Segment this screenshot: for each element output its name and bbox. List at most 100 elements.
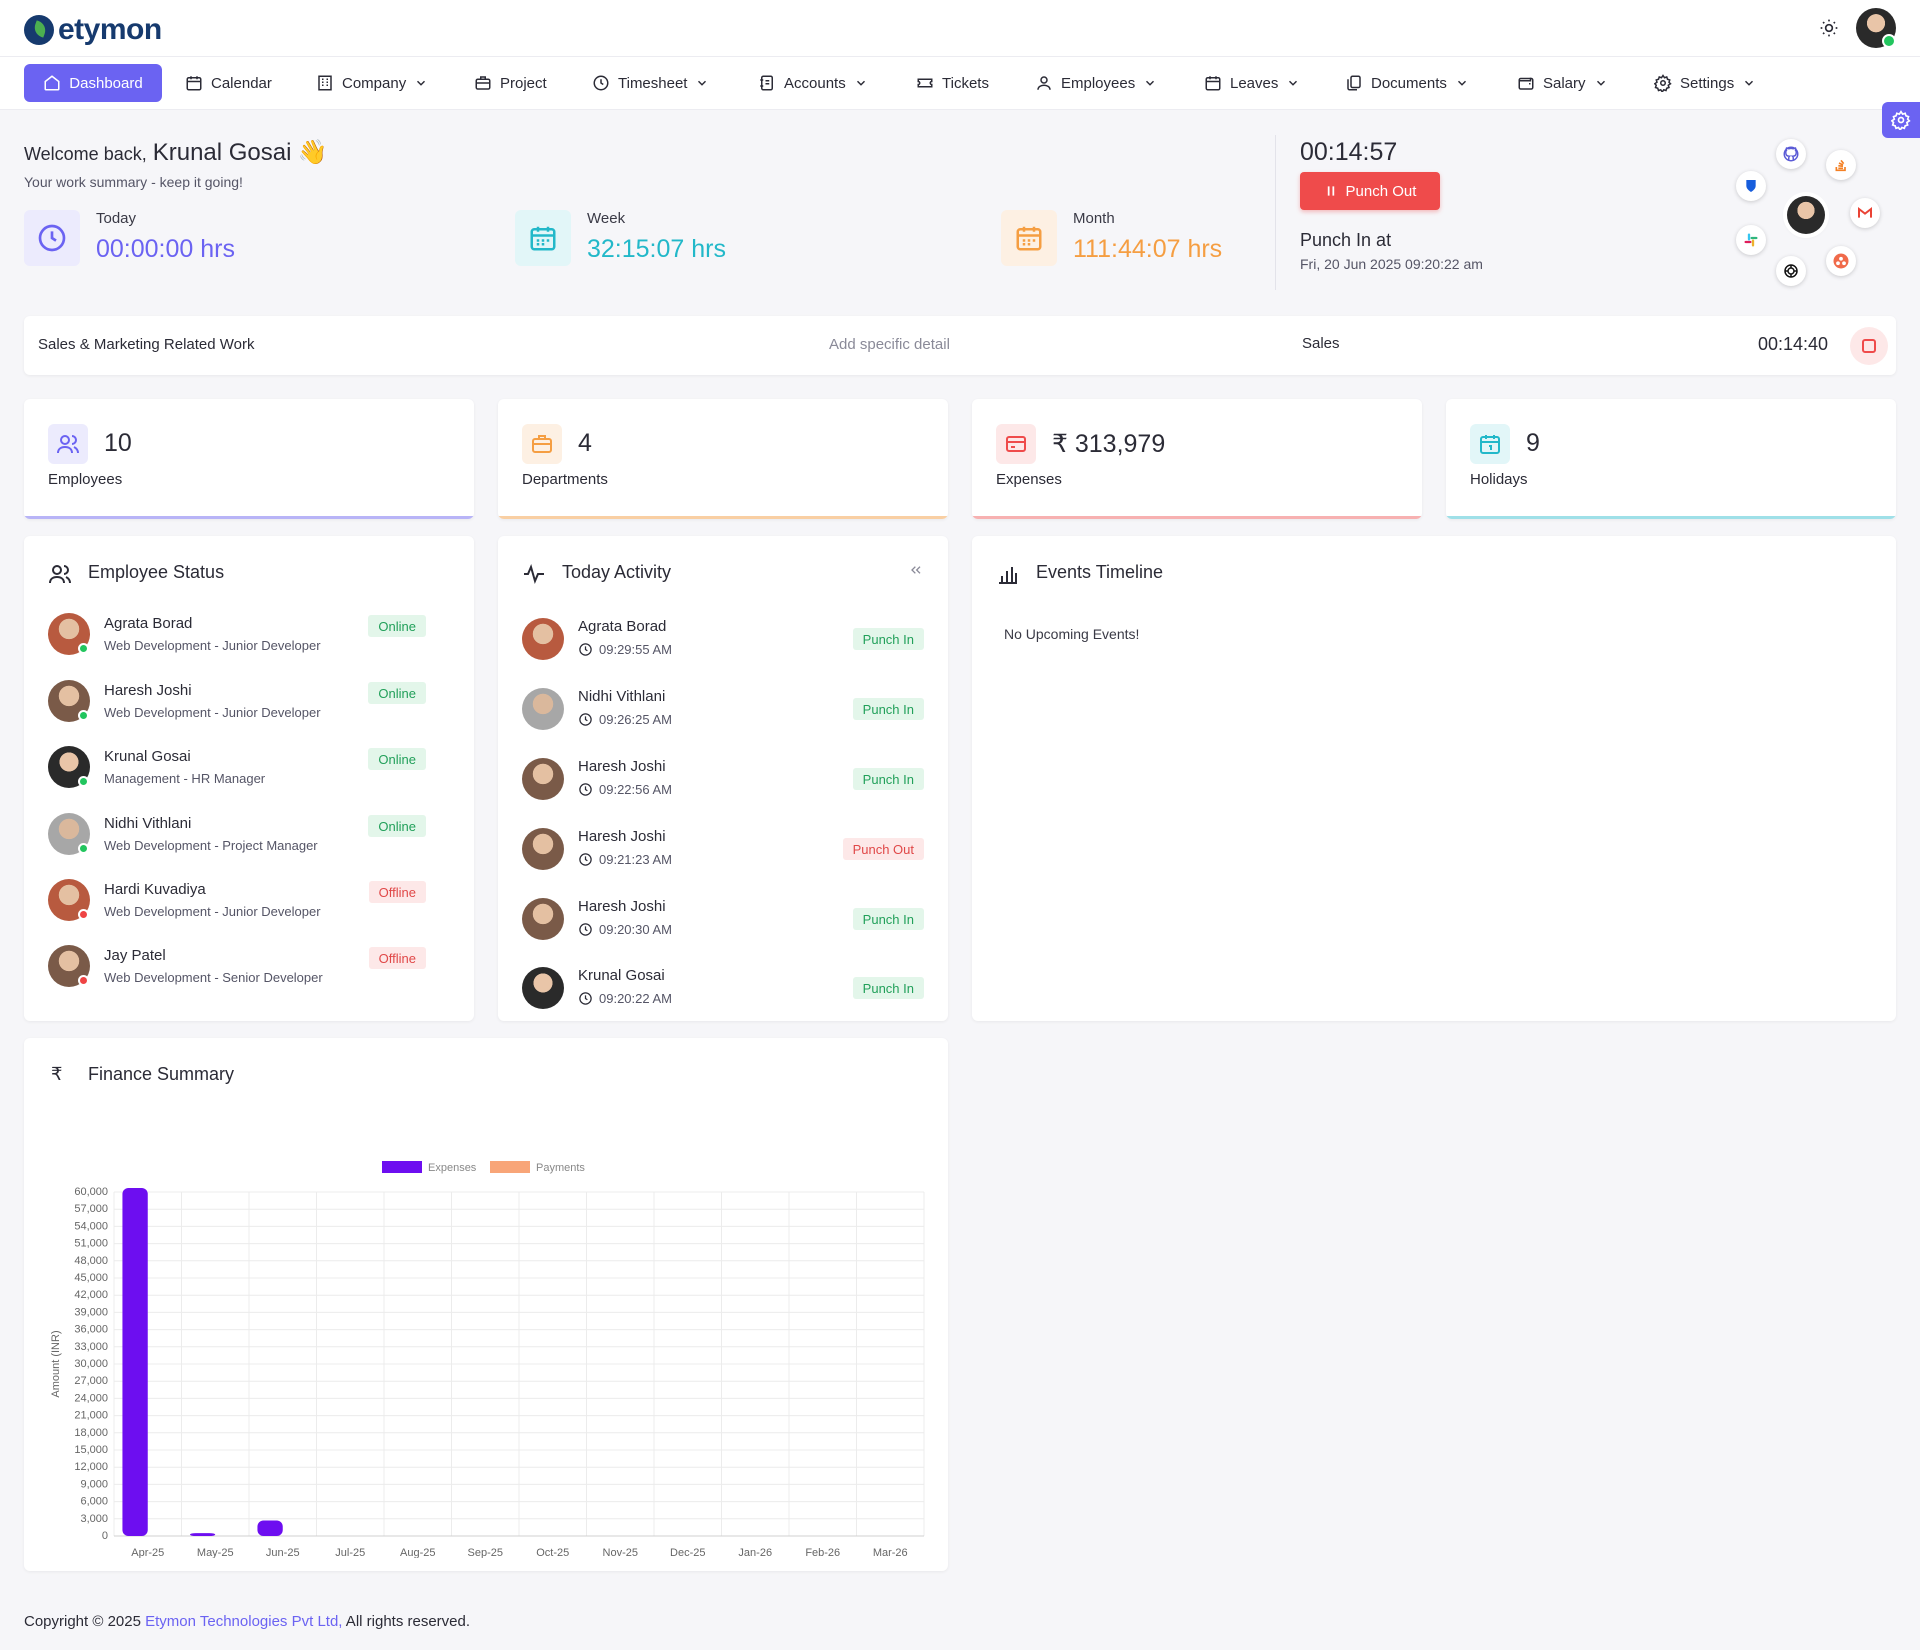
company-link[interactable]: Etymon Technologies Pvt Ltd, <box>145 1613 343 1630</box>
today-activity-panel: Today Activity Agrata Borad 09:29:55 AM … <box>498 536 948 1021</box>
list-item[interactable]: Haresh Joshi 09:22:56 AM Punch In <box>522 758 924 808</box>
employee-name: Hardi Kuvadiya <box>104 881 206 898</box>
y-tick-label: 57,000 <box>74 1203 108 1215</box>
work-category[interactable]: Sales <box>1302 335 1340 352</box>
events-timeline-panel: Events Timeline No Upcoming Events! <box>972 536 1896 1021</box>
time-text: 09:21:23 AM <box>599 852 672 867</box>
stop-timer-button[interactable] <box>1850 327 1888 365</box>
openai-icon[interactable] <box>1776 256 1806 286</box>
offline-dot <box>78 975 89 986</box>
y-tick-label: 3,000 <box>80 1513 108 1525</box>
empty-events-message: No Upcoming Events! <box>1004 626 1140 642</box>
y-tick-label: 24,000 <box>74 1392 108 1404</box>
floating-settings-button[interactable] <box>1882 102 1920 138</box>
card-expenses[interactable]: ₹ 313,979 Expenses <box>972 399 1422 519</box>
nav-documents[interactable]: Documents <box>1335 64 1479 102</box>
list-item[interactable]: Nidhi Vithlani 09:26:25 AM Punch In <box>522 688 924 738</box>
nav-timesheet[interactable]: Timesheet <box>582 64 719 102</box>
nav-label: Tickets <box>942 74 989 92</box>
nav-label: Employees <box>1061 74 1136 92</box>
online-dot <box>78 710 89 721</box>
logo[interactable]: etymon <box>24 13 162 47</box>
list-item[interactable]: Haresh Joshi 09:21:23 AM Punch Out <box>522 828 924 878</box>
ticket-icon <box>917 78 933 88</box>
briefcase-icon <box>522 424 562 464</box>
stat-label: Today <box>96 210 137 227</box>
punch-out-button[interactable]: Punch Out <box>1300 172 1440 210</box>
departments-count: 4 <box>578 429 592 457</box>
holidays-label: Holidays <box>1470 471 1528 488</box>
work-detail-input[interactable]: Add specific detail <box>829 336 950 353</box>
nav-settings[interactable]: Settings <box>1644 64 1766 102</box>
activity-time: 09:26:25 AM <box>578 712 672 727</box>
collapse-chevrons-icon[interactable] <box>908 562 924 578</box>
welcome-subtitle: Your work summary - keep it going! <box>24 174 243 190</box>
avatar <box>522 618 564 660</box>
nav-accounts[interactable]: Accounts <box>748 64 878 102</box>
x-tick-label: Nov-25 <box>603 1547 638 1558</box>
x-tick-label: May-25 <box>197 1547 234 1558</box>
activity-time: 09:20:30 AM <box>578 922 672 937</box>
list-item[interactable]: Nidhi Vithlani Web Development - Project… <box>48 813 450 863</box>
footer-rights: All rights reserved. <box>342 1613 471 1630</box>
card-accent <box>24 516 474 519</box>
time-text: 09:20:22 AM <box>599 991 672 1006</box>
center-user-avatar[interactable] <box>1787 196 1825 234</box>
stat-value: 111:44:07 hrs <box>1073 235 1223 263</box>
activity-name: Haresh Joshi <box>578 758 666 775</box>
work-task[interactable]: Sales & Marketing Related Work <box>38 336 255 353</box>
calendar-icon <box>1001 210 1057 266</box>
nav-dashboard[interactable]: Dashboard <box>24 64 162 102</box>
activity-time: 09:20:22 AM <box>578 991 672 1006</box>
x-tick-label: Jul-25 <box>335 1547 365 1558</box>
list-item[interactable]: Agrata Borad Web Development - Junior De… <box>48 613 450 663</box>
user-avatar[interactable] <box>1856 8 1896 48</box>
nav-project[interactable]: Project <box>464 64 557 102</box>
y-tick-label: 39,000 <box>74 1306 108 1318</box>
activity-name: Haresh Joshi <box>578 828 666 845</box>
bar-expenses <box>257 1520 283 1536</box>
status-badge: Online <box>368 748 426 770</box>
stop-icon <box>1862 339 1876 353</box>
list-item[interactable]: Jay Patel Web Development - Senior Devel… <box>48 945 450 995</box>
calendar-icon <box>1470 424 1510 464</box>
card-departments[interactable]: 4 Departments <box>498 399 948 519</box>
gmail-icon[interactable] <box>1850 198 1880 228</box>
employee-name: Agrata Borad <box>104 615 193 632</box>
home-icon <box>44 75 60 91</box>
theme-toggle-sun-icon[interactable] <box>1817 16 1841 40</box>
clock-icon <box>579 853 592 866</box>
nav-leaves[interactable]: Leaves <box>1194 64 1310 102</box>
y-tick-label: 9,000 <box>80 1478 108 1490</box>
asana-icon[interactable] <box>1826 246 1856 276</box>
y-tick-label: 12,000 <box>74 1461 108 1473</box>
list-item[interactable]: Krunal Gosai 09:20:22 AM Punch In <box>522 967 924 1017</box>
avatar <box>522 688 564 730</box>
nav-company[interactable]: Company <box>306 64 438 102</box>
slack-icon[interactable] <box>1736 225 1766 255</box>
punch-in-time: Fri, 20 Jun 2025 09:20:22 am <box>1300 256 1483 272</box>
action-badge: Punch In <box>852 628 924 650</box>
card-holidays[interactable]: 9 Holidays <box>1446 399 1896 519</box>
stackoverflow-icon[interactable] <box>1826 150 1856 180</box>
nav-tickets[interactable]: Tickets <box>906 64 999 102</box>
nav-employees[interactable]: Employees <box>1025 64 1167 102</box>
list-item[interactable]: Krunal Gosai Management - HR Manager Onl… <box>48 746 450 796</box>
card-employees[interactable]: 10 Employees <box>24 399 474 519</box>
list-item[interactable]: Haresh Joshi Web Development - Junior De… <box>48 680 450 730</box>
github-icon[interactable] <box>1776 139 1806 169</box>
list-item[interactable]: Agrata Borad 09:29:55 AM Punch In <box>522 618 924 668</box>
card-accent <box>972 516 1422 519</box>
nav-salary[interactable]: Salary <box>1507 64 1618 102</box>
bitwarden-icon[interactable] <box>1736 171 1766 201</box>
x-tick-label: Mar-26 <box>873 1547 908 1558</box>
clock-icon <box>579 783 592 796</box>
nav-calendar[interactable]: Calendar <box>175 64 282 102</box>
wave-icon: 👋 <box>297 139 328 166</box>
x-tick-label: Aug-25 <box>400 1547 435 1558</box>
y-tick-label: 45,000 <box>74 1272 108 1284</box>
chevron-down-icon <box>1457 80 1466 86</box>
list-item[interactable]: Haresh Joshi 09:20:30 AM Punch In <box>522 898 924 948</box>
list-item[interactable]: Hardi Kuvadiya Web Development - Junior … <box>48 879 450 929</box>
activity-icon <box>524 564 544 584</box>
